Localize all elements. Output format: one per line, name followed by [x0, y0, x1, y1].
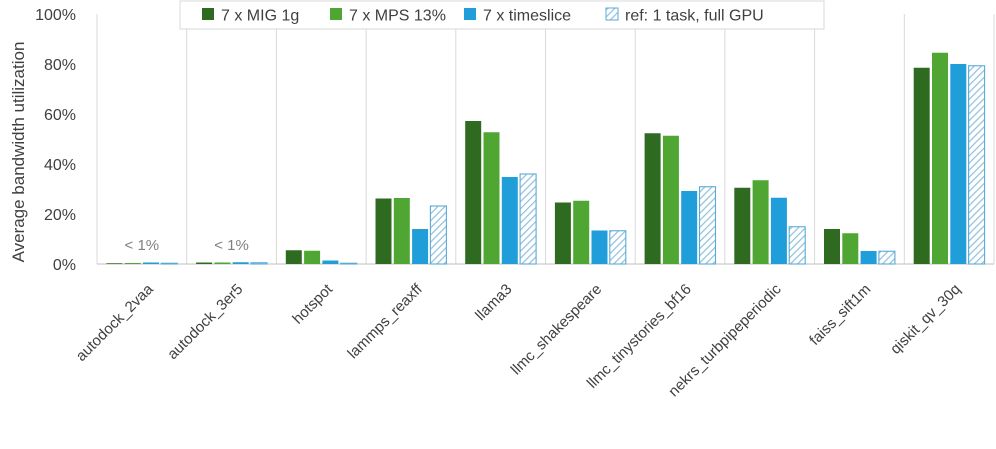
bar: ref: 1 task, full GPU: 5.1 [878, 250, 896, 265]
x-tick-label: faiss_sift1m [806, 281, 874, 349]
bar: ref: 1 task, full GPU: 0.5 [250, 262, 268, 265]
bar: 7 x MIG 1g: 57.2 [465, 121, 482, 264]
grid-layer [96, 14, 995, 265]
bar: ref: 1 task, full GPU: 0.3 [340, 262, 358, 265]
bar: 7 x MPS 13%: 0.4 [124, 263, 141, 264]
bar: ref: 1 task, full GPU: 30.9 [698, 186, 717, 265]
legend-box [179, 0, 825, 30]
bar: 7 x timeslice: 5.2 [860, 251, 877, 264]
bar: ref: 1 task, full GPU: 0.3 [160, 262, 178, 265]
x-tick-label: hotspot [289, 280, 336, 327]
y-tick-label: 40% [44, 157, 76, 174]
y-tick-label: 100% [35, 7, 76, 24]
bar: ref: 1 task, full GPU: 13.3 [609, 230, 627, 265]
bar: 7 x MPS 13%: 5.3 [304, 250, 321, 264]
x-tick-label: llmc_shakespeare [508, 281, 606, 379]
legend-label: 7 x MPS 13% [349, 8, 446, 25]
bar: 7 x timeslice: 0.7 [232, 262, 249, 264]
bar: 7 x timeslice: 14 [412, 229, 429, 264]
legend-label: 7 x MIG 1g [221, 8, 299, 25]
bar: 7 x MPS 13%: 25.3 [573, 200, 590, 264]
bar: ref: 1 task, full GPU: 79.3 [968, 65, 986, 265]
legend-swatch [202, 8, 214, 20]
bar: 7 x MIG 1g: 78.5 [913, 67, 930, 264]
bar: 7 x MIG 1g: 52.3 [644, 133, 661, 264]
bar: 7 x timeslice: 34.8 [501, 177, 518, 264]
bar: 7 x MPS 13%: 51.3 [662, 135, 679, 264]
y-tick-label: 60% [44, 107, 76, 124]
bar: 7 x MIG 1g: 30.5 [734, 187, 751, 264]
y-tick-label: 0% [53, 257, 76, 274]
x-tick-label: autodock_2vaa [73, 280, 157, 364]
legend-swatch [330, 8, 342, 20]
bar: 7 x MPS 13%: 0.6 [214, 262, 231, 264]
bar: 7 x MPS 13%: 33.5 [752, 180, 769, 264]
bar: 7 x MPS 13%: 26.4 [393, 198, 410, 264]
legend-swatch [464, 8, 476, 20]
bar: 7 x MIG 1g: 26.2 [375, 198, 392, 264]
legend: 7 x MIG 1g 7 x MPS 13% 7 x timeslice ref: 1… [179, 0, 825, 30]
bar: 7 x timeslice: 13.4 [591, 230, 608, 264]
bar: 7 x MPS 13%: 52.7 [483, 132, 500, 264]
bar: 7 x MPS 13%: 84.5 [932, 52, 948, 264]
legend-swatch [605, 7, 619, 21]
annotations-layer: < 1% < 1% [125, 237, 249, 254]
y-tick-label: 80% [44, 57, 76, 74]
x-tick-label: autodock_3er5 [164, 281, 246, 363]
x-axis-ticks: autodock_2vaa autodock_3er5 hotspot lammps_… [73, 280, 964, 400]
bar: 7 x MIG 1g: 0.3 [106, 263, 123, 264]
bars-layer: 7 x MIG 1g: 0.3 7 x MIG 1g: 0.6 7 x MIG 1g… [106, 52, 986, 265]
bar: 7 x timeslice: 26.5 [770, 197, 787, 264]
bar: 7 x MIG 1g: 5.5 [285, 250, 302, 264]
legend-label: ref: 1 task, full GPU [625, 8, 764, 25]
x-tick-label: qiskit_qv_30q [887, 281, 964, 358]
x-tick-label: llama3 [472, 281, 515, 324]
y-tick-label: 20% [44, 207, 76, 224]
bar: 7 x MPS 13%: 12.3 [842, 233, 859, 264]
x-tick-label: lammps_reaxff [344, 280, 426, 362]
y-axis-title: Average bandwidth utilization [9, 42, 28, 263]
bar: 7 x timeslice: 29.2 [681, 191, 698, 264]
bar: ref: 1 task, full GPU: 36 [519, 173, 537, 265]
legend-label: 7 x timeslice [483, 8, 571, 25]
bar: ref: 1 task, full GPU: 14.9 [788, 226, 806, 265]
y-axis-ticks: 0% 20% 40% 60% 80% 100% [35, 7, 76, 274]
bar: 7 x timeslice: 80 [950, 64, 967, 264]
annotation-label: < 1% [214, 237, 249, 254]
bar: 7 x timeslice: 0.6 [143, 262, 159, 264]
bar: ref: 1 task, full GPU: 23.2 [429, 205, 447, 265]
bar: 7 x MIG 1g: 0.6 [196, 262, 213, 264]
annotation-label: < 1% [125, 237, 160, 254]
bar: 7 x MIG 1g: 14 [824, 229, 840, 264]
bar: 7 x MIG 1g: 24.6 [554, 202, 571, 264]
bar: 7 x timeslice: 1.4 [322, 260, 339, 264]
